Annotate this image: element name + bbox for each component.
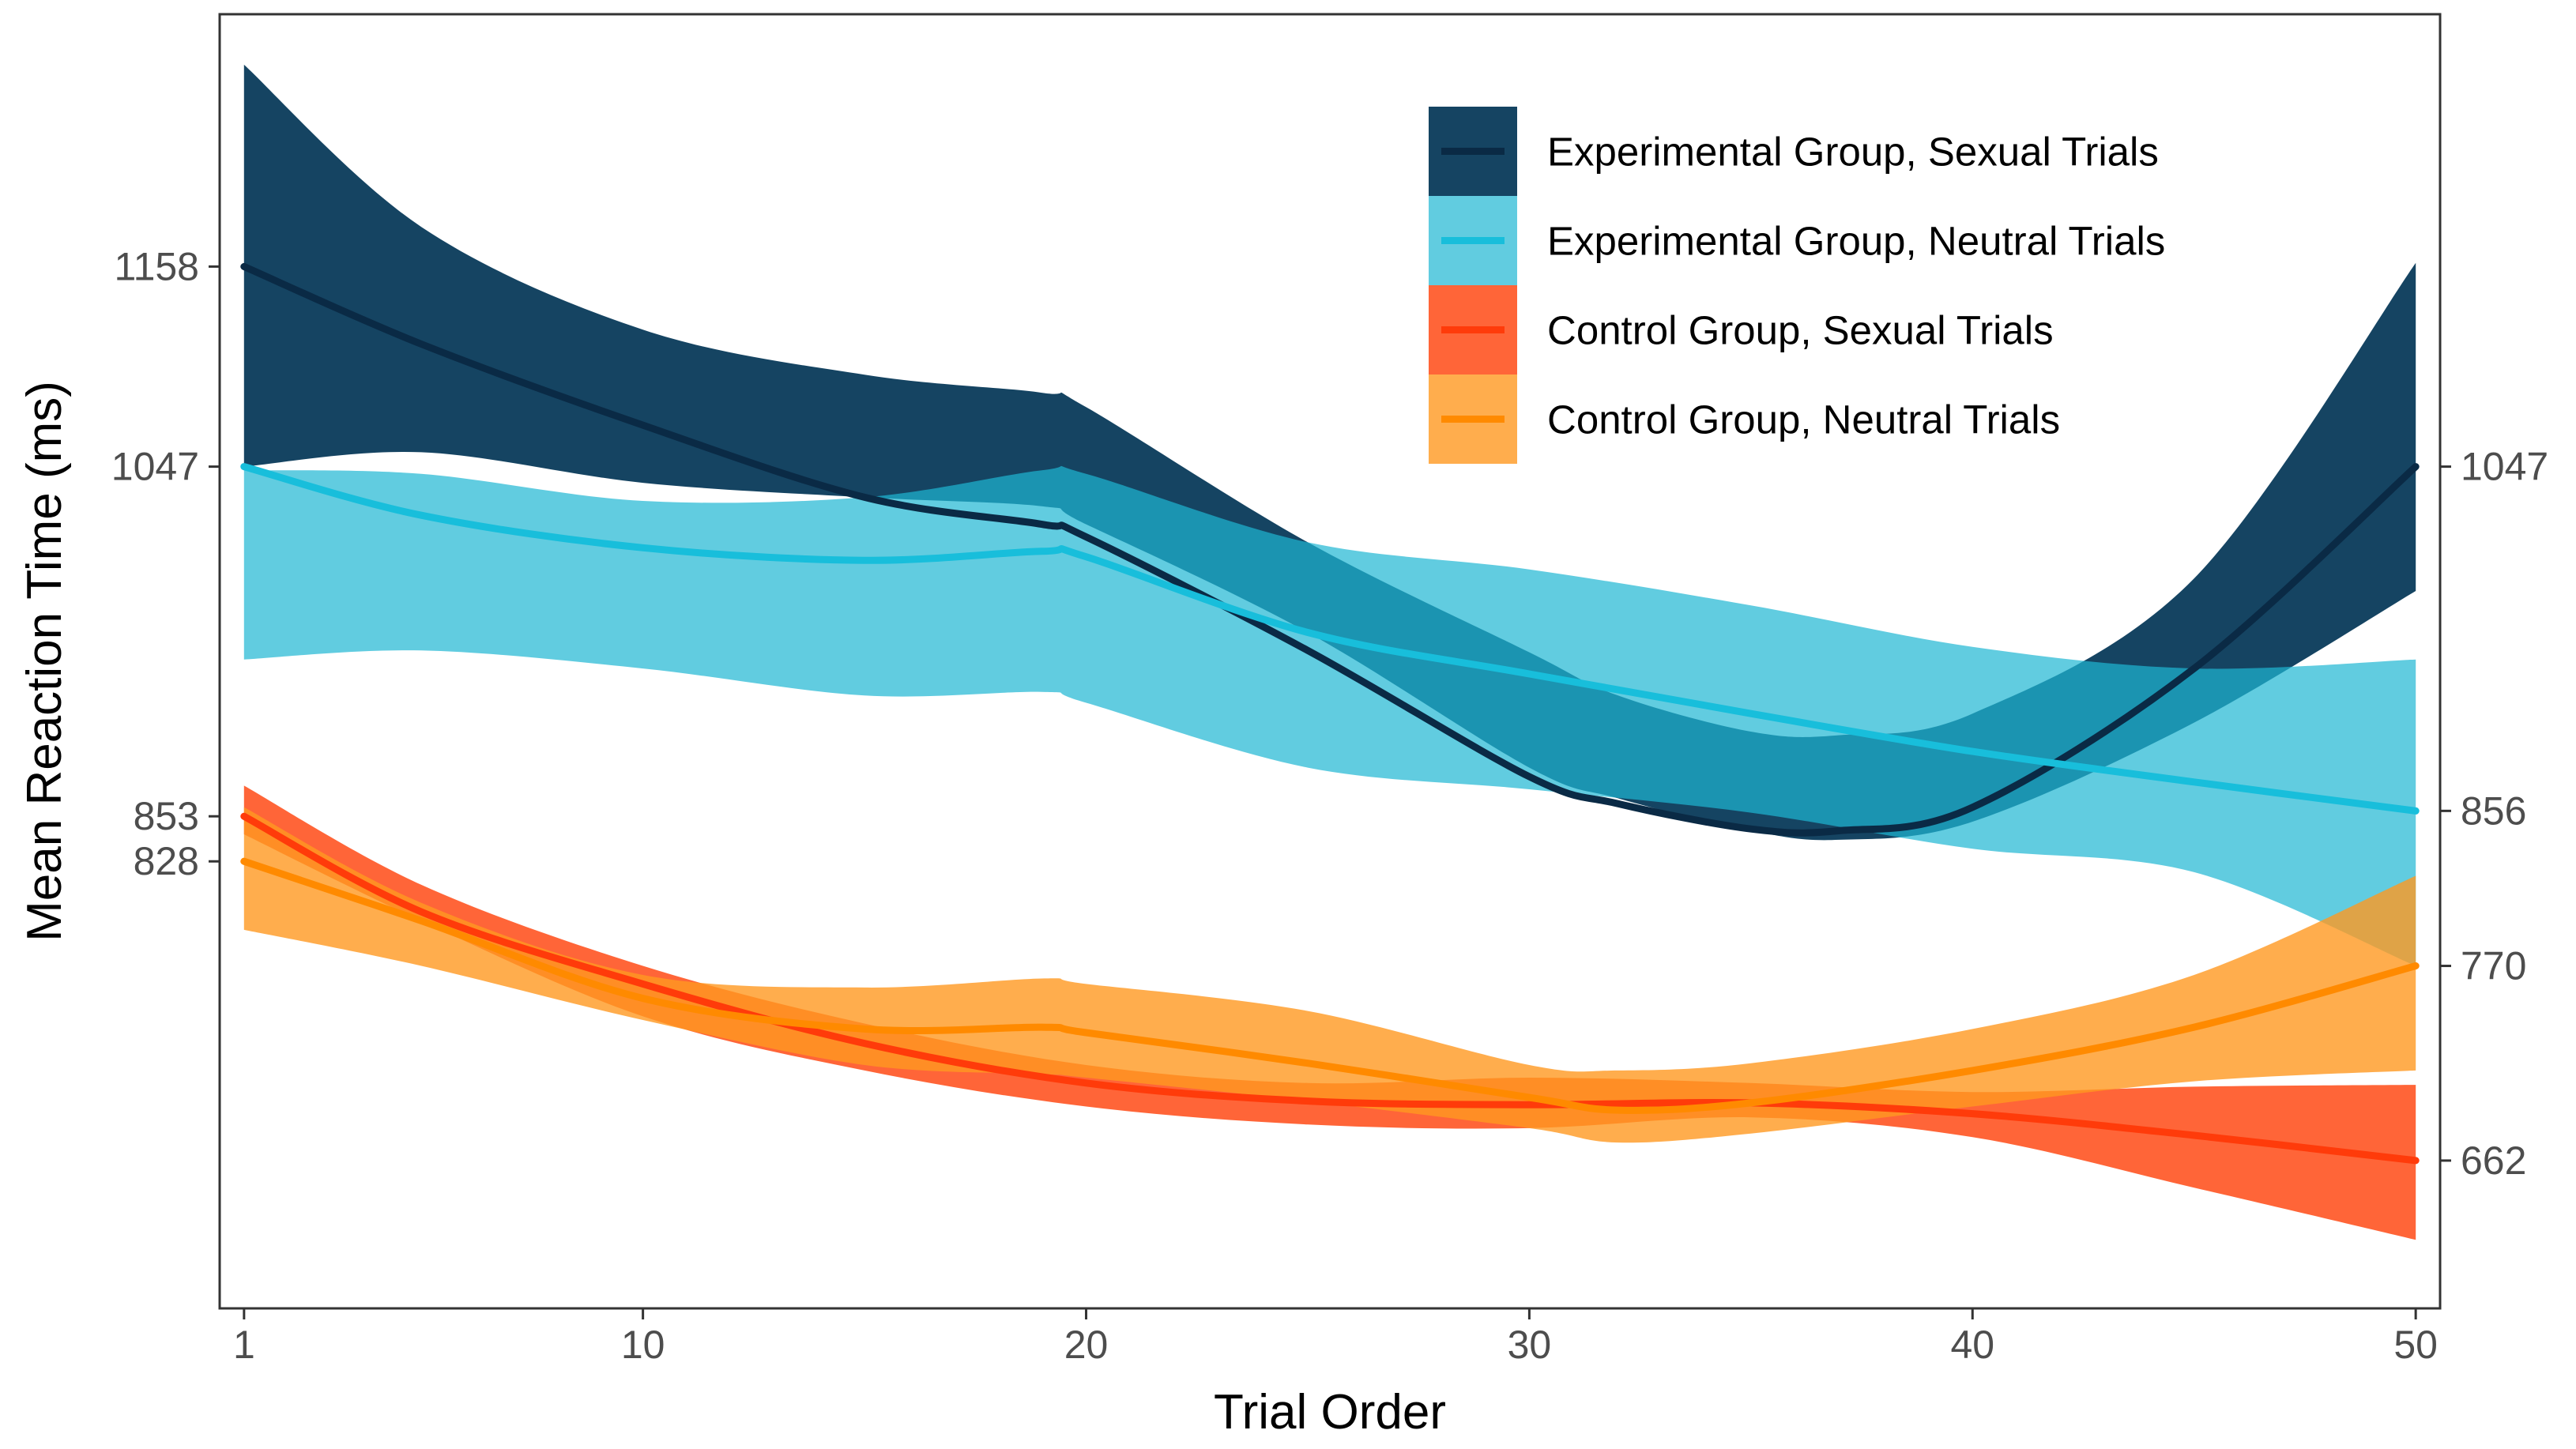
x-tick-label: 30 [1508,1323,1552,1367]
series-line-2 [240,463,2420,815]
x-tick-label: 1 [233,1323,255,1367]
y-left-tick-label: 1158 [114,244,199,288]
series-lines [240,262,2420,1165]
y-right-tick-label: 662 [2461,1138,2526,1183]
x-axis-ticks: 1 10 20 30 40 50 [233,1308,2438,1367]
legend-label-3: Control Group, Sexual Trials [1547,308,2054,353]
series-line-3 [240,812,2420,1165]
confidence-band-4 [243,807,2416,1143]
confidence-bands [243,64,2416,1240]
y-left-tick-label: 828 [134,839,199,883]
confidence-band-2 [243,465,2416,966]
y-axis-title: Mean Reaction Time (ms) [17,381,72,942]
x-tick-label: 10 [621,1323,665,1367]
x-tick-label: 20 [1064,1323,1109,1367]
y-right-tick-label: 1047 [2461,445,2548,489]
series-line-4 [240,857,2420,1114]
legend-label-1: Experimental Group, Sexual Trials [1547,130,2159,175]
confidence-band-1 [243,64,2416,841]
legend: Experimental Group, Sexual Trials Experim… [1429,107,2165,464]
legend-label-4: Control Group, Neutral Trials [1547,397,2060,442]
plot-panel-border [218,13,2442,1310]
y-left-tick-label: 1047 [111,445,199,489]
x-tick-label: 50 [2393,1323,2438,1367]
legend-label-2: Experimental Group, Neutral Trials [1547,219,2165,264]
y-left-tick-label: 853 [134,794,199,838]
series-line-1 [240,262,2420,837]
y-right-tick-label: 856 [2461,788,2526,833]
y-axis-right-ticks: 1047 856 770 662 [2440,445,2548,1183]
x-axis-title: Trial Order [1214,1385,1446,1440]
y-right-tick-label: 770 [2461,944,2526,988]
x-tick-label: 40 [1950,1323,1994,1367]
